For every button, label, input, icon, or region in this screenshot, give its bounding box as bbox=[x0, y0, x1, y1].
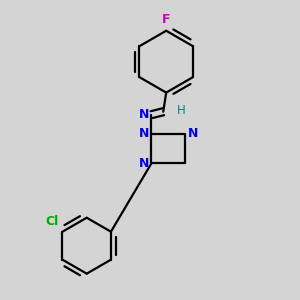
Text: Cl: Cl bbox=[46, 215, 59, 228]
Text: N: N bbox=[188, 127, 198, 140]
Text: N: N bbox=[139, 108, 150, 121]
Text: N: N bbox=[139, 157, 149, 170]
Text: F: F bbox=[162, 13, 170, 26]
Text: N: N bbox=[139, 127, 149, 140]
Text: H: H bbox=[176, 104, 185, 117]
